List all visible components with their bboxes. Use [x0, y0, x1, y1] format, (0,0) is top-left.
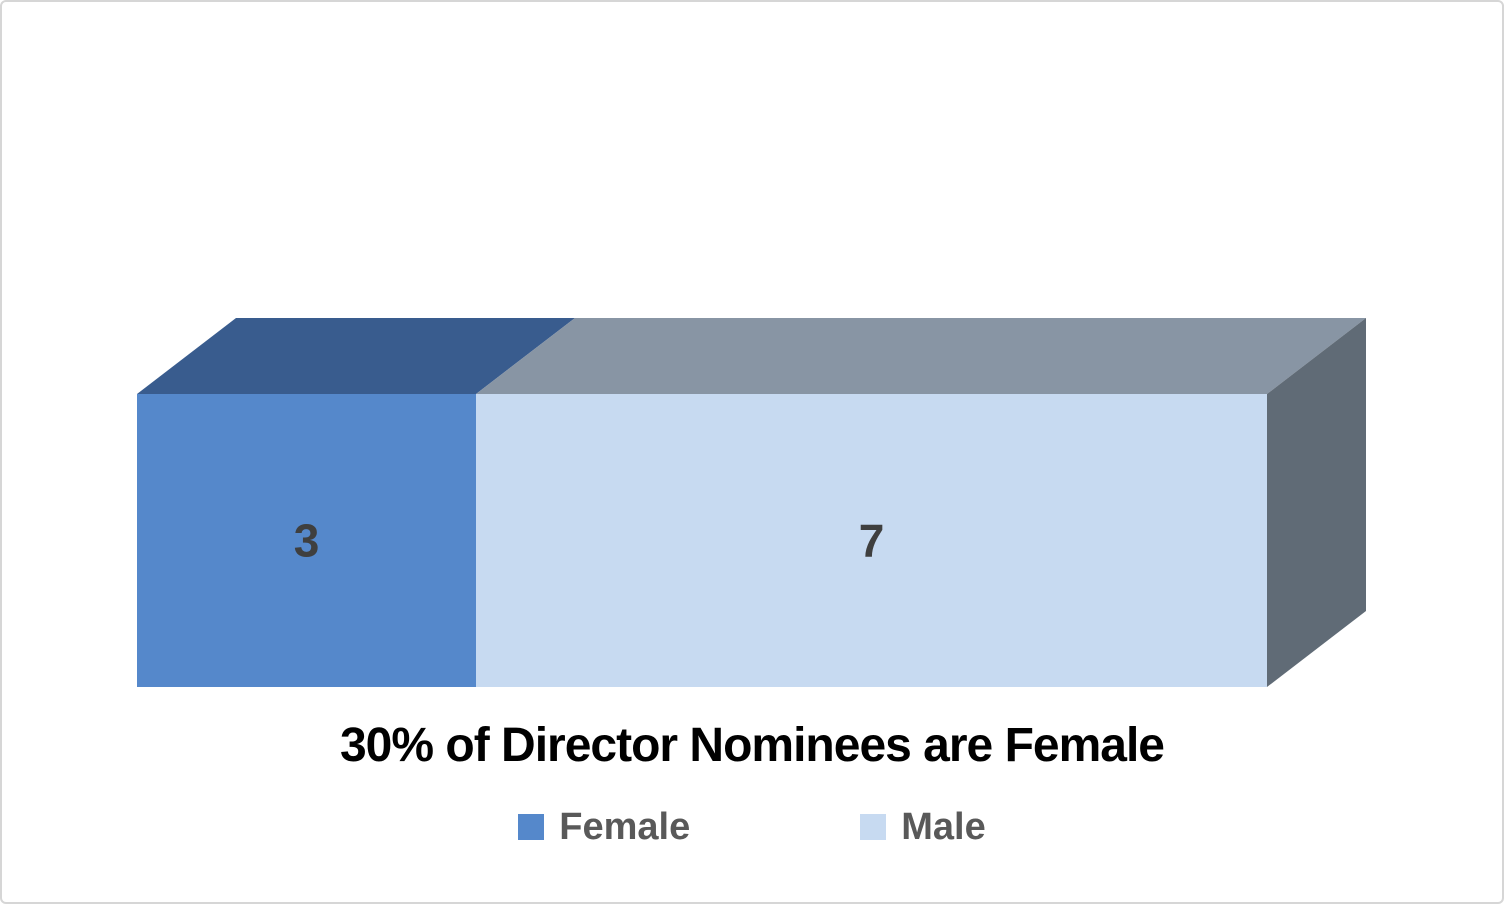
bar-top-face-female [137, 318, 575, 394]
legend-label-female: Female [559, 806, 691, 848]
legend-label-male: Male [901, 806, 986, 848]
bar-segment-female[interactable] [137, 394, 476, 687]
bar-top-face-male [476, 318, 1366, 394]
legend-item-female[interactable]: Female [518, 808, 690, 846]
chart-title: 30% of Director Nominees are Female [339, 719, 1165, 772]
data-label-female: 3 [294, 515, 320, 567]
data-label-male: 7 [859, 515, 885, 567]
bar-side-face [1267, 318, 1366, 687]
legend-swatch-male [860, 814, 887, 840]
legend-swatch-female [518, 814, 545, 840]
legend-item-male[interactable]: Male [860, 806, 986, 848]
bar-segment-male[interactable] [476, 394, 1267, 687]
legend: Female Male [2, 808, 1502, 846]
